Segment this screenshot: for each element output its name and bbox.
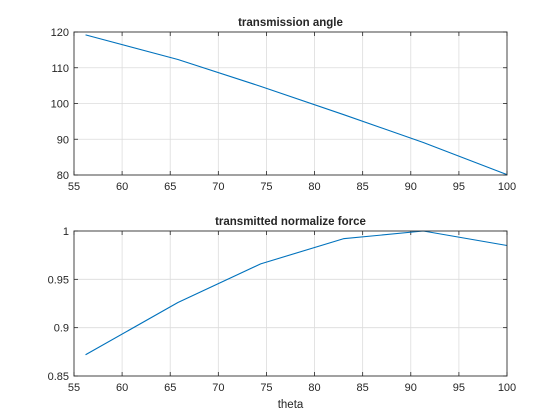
chart-title: transmission angle — [238, 17, 343, 29]
x-tick-label: 90 — [405, 382, 417, 394]
x-tick-label: 75 — [260, 181, 272, 193]
x-tick-label: 95 — [453, 181, 465, 193]
y-tick-label: 0.85 — [48, 371, 69, 383]
y-tick-label: 0.95 — [48, 274, 69, 286]
x-tick-label: 85 — [357, 382, 369, 394]
y-tick-labels: 0.85 0.9 0.95 1 — [48, 226, 69, 383]
x-tick-label: 100 — [498, 181, 516, 193]
y-tick-labels: 80 90 100 110 120 — [51, 27, 69, 182]
x-tick-label: 75 — [260, 382, 272, 394]
x-tick-label: 60 — [116, 181, 128, 193]
axes-border — [73, 230, 508, 377]
axes-box — [73, 230, 508, 377]
x-tick-label: 65 — [164, 382, 176, 394]
y-tick-label: 120 — [51, 27, 69, 39]
chart-title: transmitted normalize force — [215, 216, 366, 228]
x-tick-label: 65 — [164, 181, 176, 193]
series-line — [85, 34, 508, 176]
x-tick-label: 80 — [308, 382, 320, 394]
x-tick-label: 100 — [498, 382, 516, 394]
x-tick-labels: 55 60 65 70 75 80 85 90 95 100 — [68, 382, 516, 394]
series-layer — [85, 230, 508, 356]
series-layer — [85, 34, 508, 176]
x-tick-label: 90 — [405, 181, 417, 193]
y-tick-label: 110 — [51, 63, 69, 75]
axes-transmission-angle: 55 60 65 70 75 80 85 90 95 100 80 90 100 110 120 tran… — [51, 17, 517, 193]
x-tick-label: 70 — [212, 181, 224, 193]
x-tick-label: 85 — [357, 181, 369, 193]
x-tick-label: 70 — [212, 382, 224, 394]
x-tick-label: 80 — [308, 181, 320, 193]
y-tick-label: 80 — [57, 170, 69, 182]
x-tick-label: 55 — [68, 181, 80, 193]
y-tick-label: 90 — [57, 134, 69, 146]
x-tick-labels: 55 60 65 70 75 80 85 90 95 100 — [68, 181, 516, 193]
y-tick-label: 1 — [63, 226, 69, 238]
axes-transmitted-normalize-force: 55 60 65 70 75 80 85 90 95 100 0.85 0.9 0.95 1 trans… — [48, 216, 517, 411]
series-line — [85, 230, 508, 356]
y-tick-label: 100 — [51, 99, 69, 111]
x-axis-label: theta — [278, 399, 304, 411]
x-tick-label: 95 — [453, 382, 465, 394]
x-tick-label: 60 — [116, 382, 128, 394]
axes-border — [73, 31, 508, 176]
y-tick-label: 0.9 — [54, 323, 69, 335]
x-tick-label: 55 — [68, 382, 80, 394]
